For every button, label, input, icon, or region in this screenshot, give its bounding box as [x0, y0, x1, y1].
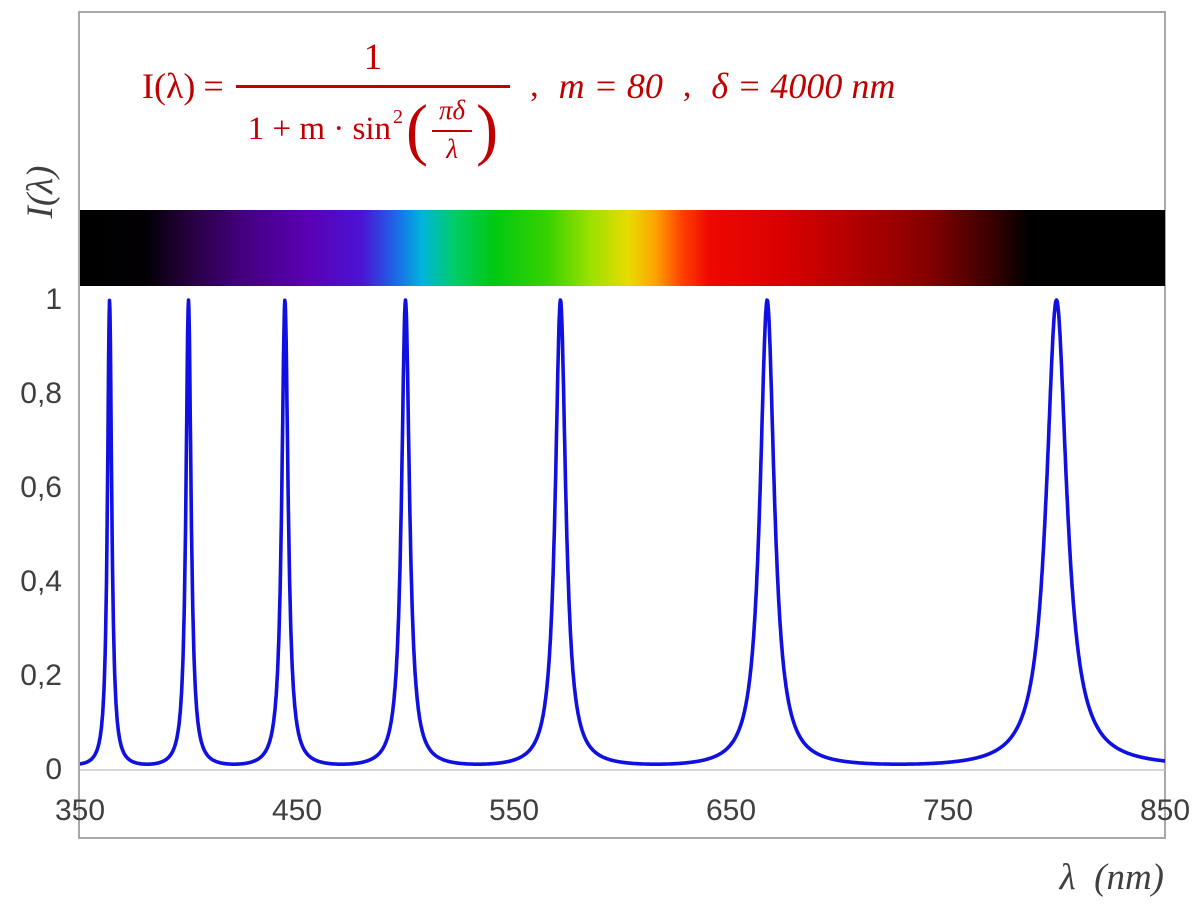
x-tick-label: 350	[54, 794, 106, 827]
formula-m-value: m = 80	[558, 66, 663, 106]
inner-numerator: πδ	[439, 94, 466, 125]
inner-fraction: πδ λ	[432, 94, 473, 165]
formula-lhs: I(λ)	[142, 66, 196, 106]
x-tick-label: 650	[705, 794, 757, 827]
y-axis-title: I(λ)	[20, 165, 61, 219]
y-tick-label: 0,4	[20, 565, 62, 598]
y-tick-label: 0,6	[20, 471, 62, 504]
formula-comma-2: ,	[682, 67, 692, 104]
intensity-plot	[80, 298, 1165, 771]
airy-transmission-curve	[80, 298, 1165, 766]
x-tick-label: 750	[922, 794, 974, 827]
x-tick-label: 550	[488, 794, 540, 827]
chart-frame	[78, 11, 1166, 839]
fraction-denominator: 1 + m · sin 2 ( πδ λ )	[235, 84, 511, 165]
y-tick-label: 0,8	[20, 377, 62, 410]
visible-spectrum-bar	[80, 210, 1165, 286]
formula-fraction: 1 1 + m · sin 2 ( πδ λ )	[235, 36, 511, 165]
y-tick-label: 0,2	[20, 659, 62, 692]
formula-delta-value: δ = 4000 nm	[711, 66, 896, 106]
inner-denominator: λ	[432, 129, 473, 165]
formula-equals: =	[203, 66, 224, 106]
y-tick-label: 0	[45, 753, 62, 786]
formula-comma-1: ,	[530, 67, 539, 104]
sin-exponent: 2	[393, 106, 404, 128]
x-axis-title: λ (nm)	[1059, 857, 1164, 898]
x-tick-label: 450	[271, 794, 323, 827]
formula: I(λ) = 1 1 + m · sin 2 ( πδ λ ) , m = 80…	[142, 34, 895, 166]
fraction-numerator: 1	[363, 36, 383, 78]
denominator-text: 1 + m · sin	[247, 111, 392, 147]
x-tick-label: 850	[1139, 794, 1191, 827]
y-tick-label: 1	[45, 283, 62, 316]
